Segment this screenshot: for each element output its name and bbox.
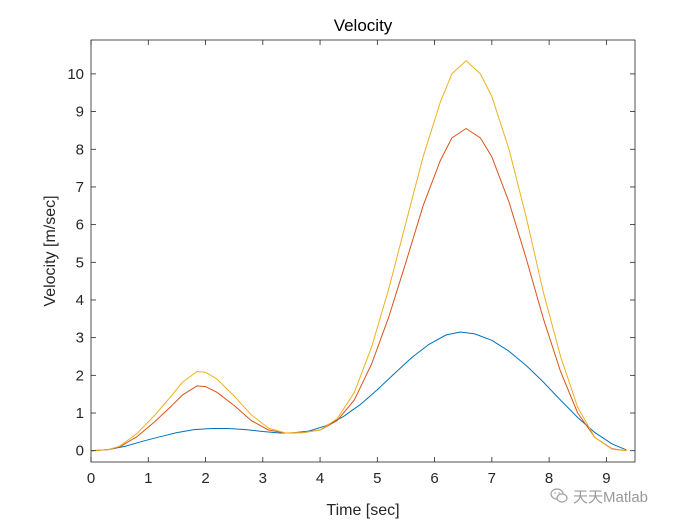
chart-title: Velocity: [334, 16, 393, 35]
x-axis-label: Time [sec]: [326, 502, 399, 519]
x-tick-label: 5: [373, 470, 381, 487]
wechat-icon: [550, 488, 568, 503]
y-ticks: 0 1 2 3 4 5 6 7 8 9 10: [67, 66, 635, 460]
plot-area: [90, 39, 636, 463]
y-tick-label: 4: [76, 292, 84, 309]
x-tick-label: 0: [87, 470, 95, 487]
y-tick-label: 10: [67, 66, 84, 83]
y-tick-label: 0: [76, 443, 84, 460]
y-axis-label: Velocity [m/sec]: [42, 195, 59, 306]
y-tick-label: 9: [76, 104, 84, 121]
y-tick-label: 7: [76, 179, 84, 196]
series-line-2: [90, 128, 627, 452]
series-line-3: [90, 60, 627, 452]
y-tick-label: 6: [76, 217, 84, 234]
x-tick-label: 4: [316, 470, 324, 487]
x-tick-label: 9: [602, 470, 610, 487]
x-tick-label: 2: [201, 470, 209, 487]
watermark-text: 天天Matlab: [573, 488, 649, 506]
y-tick-label: 2: [76, 367, 84, 384]
y-tick-label: 1: [76, 405, 84, 422]
y-tick-label: 8: [76, 141, 84, 158]
y-tick-label: 5: [76, 254, 84, 271]
series-line-1: [90, 331, 627, 452]
x-tick-label: 8: [545, 470, 553, 487]
series-layer: [90, 60, 627, 452]
x-tick-label: 1: [144, 470, 152, 487]
x-tick-label: 3: [259, 470, 267, 487]
y-tick-label: 3: [76, 330, 84, 347]
x-tick-label: 6: [430, 470, 438, 487]
x-tick-label: 7: [488, 470, 496, 487]
x-ticks: 0 1 2 3 4 5 6 7 8 9: [87, 40, 611, 487]
watermark: 天天Matlab: [550, 483, 648, 509]
